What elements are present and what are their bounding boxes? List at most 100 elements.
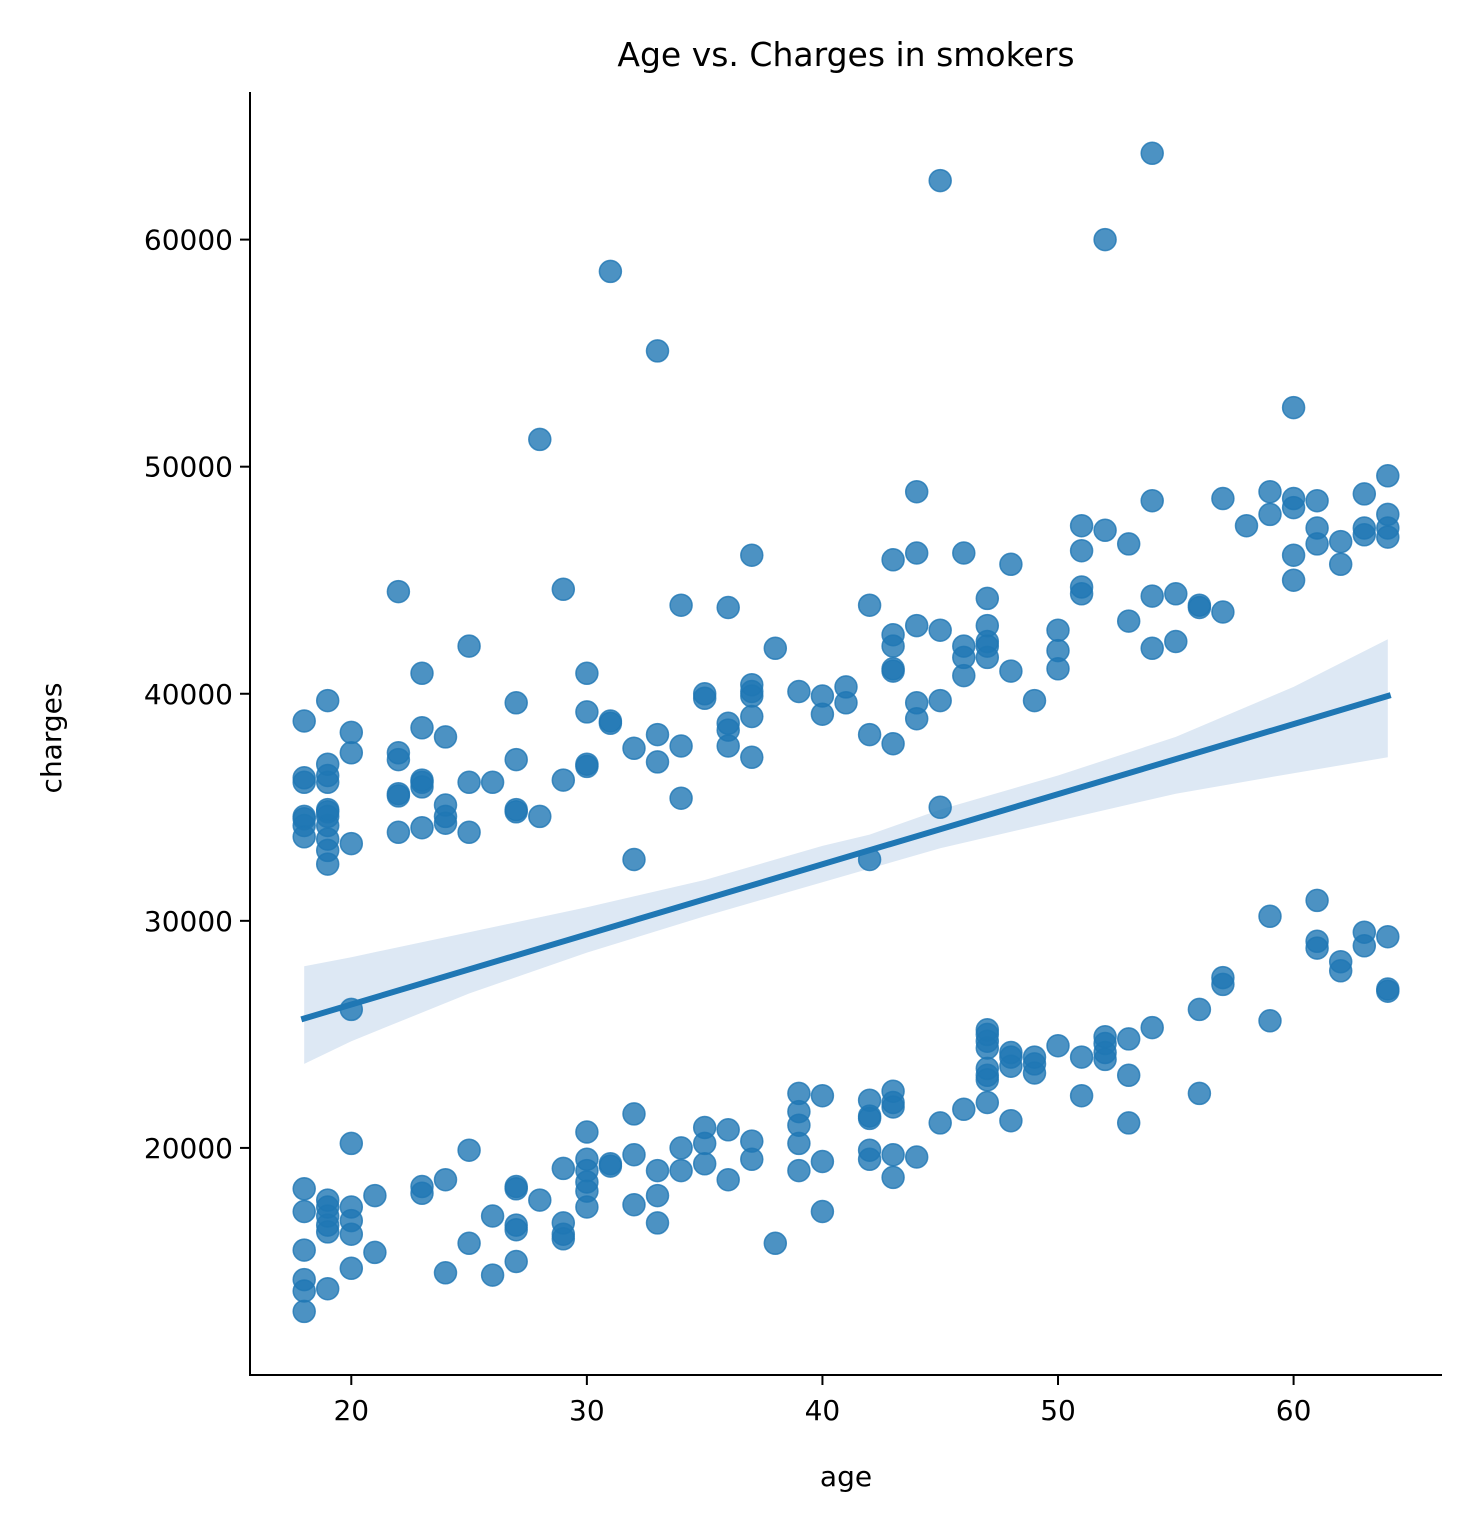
scatter-point — [1022, 688, 1047, 713]
scatter-point — [740, 704, 764, 729]
scatter-point — [999, 1108, 1023, 1133]
scatter-point — [1187, 1081, 1212, 1106]
scatter-point — [410, 768, 434, 792]
scatter-point — [763, 636, 788, 661]
scatter-point — [339, 1195, 364, 1219]
scatter-point — [1352, 482, 1377, 506]
scatter-point — [504, 1213, 528, 1237]
scatter-point — [787, 1081, 811, 1106]
scatter-point — [1305, 516, 1329, 540]
scatter-point — [575, 1120, 599, 1144]
scatter-point — [928, 168, 952, 193]
scatter-point — [1069, 513, 1094, 538]
scatter-point — [386, 781, 411, 806]
scatter-point — [810, 1149, 835, 1174]
scatter-point — [881, 1165, 905, 1190]
scatter-point — [315, 752, 340, 776]
scatter-point — [575, 1147, 599, 1172]
scatter-point — [857, 722, 882, 747]
scatter-point — [928, 795, 952, 820]
scatter-point — [952, 634, 976, 658]
scatter-point — [1140, 1015, 1164, 1040]
scatter-point — [904, 613, 929, 638]
scatter-point — [1164, 582, 1188, 606]
scatter-point — [928, 688, 952, 713]
scatter-point — [622, 736, 646, 761]
scatter-point — [575, 752, 599, 776]
y-axis-title: charges — [35, 683, 68, 794]
scatter-point — [881, 731, 905, 756]
scatter-point — [1046, 618, 1070, 642]
scatter-point — [975, 586, 1000, 611]
scatter-point — [834, 675, 858, 699]
scatter-point — [740, 672, 764, 697]
scatter-point — [433, 1261, 458, 1285]
scatter-point — [857, 593, 882, 617]
scatter-point — [692, 682, 717, 706]
scatter-point — [598, 709, 623, 733]
scatter-point — [881, 622, 905, 647]
scatter-point — [1305, 929, 1329, 954]
scatter-point — [457, 634, 481, 658]
scatter-point — [857, 1138, 882, 1162]
scatter-point — [504, 747, 528, 772]
scatter-point — [810, 1199, 835, 1224]
scatter-point — [787, 1158, 811, 1183]
scatter-point — [716, 595, 740, 620]
scatter-point — [315, 797, 340, 822]
scatter-point — [1234, 513, 1259, 538]
scatter-point — [1376, 464, 1400, 488]
scatter-point — [292, 1199, 316, 1224]
scatter-point — [410, 716, 434, 740]
scatter-point — [975, 1056, 1000, 1081]
scatter-point — [410, 1174, 434, 1199]
scatter-point — [999, 659, 1023, 683]
scatter-point — [1116, 609, 1141, 633]
scatter-point — [480, 1263, 505, 1287]
scatter-point — [504, 691, 528, 715]
scatter-point — [881, 548, 905, 572]
scatter-point — [292, 766, 316, 790]
scatter-point — [1116, 532, 1141, 556]
scatter-point — [810, 684, 835, 708]
scatter-point — [528, 804, 552, 829]
scatter-point — [716, 1118, 740, 1142]
scatter-point — [386, 741, 411, 765]
scatter-point — [292, 709, 316, 733]
scatter-point — [551, 577, 576, 602]
scatter-point — [433, 1167, 458, 1192]
scatter-point — [622, 847, 646, 872]
scatter-point — [975, 613, 1000, 638]
scatter-point — [669, 593, 693, 617]
scatter-point — [1376, 924, 1400, 949]
scatter-point — [645, 1183, 670, 1208]
scatter-point — [1281, 543, 1306, 567]
scatter-point — [622, 1142, 646, 1167]
scatter-point — [904, 541, 929, 565]
regression-line — [300, 692, 1392, 1023]
scatter-point — [810, 1083, 835, 1108]
scatter-point — [598, 1152, 623, 1176]
scatter-point — [480, 1204, 505, 1228]
scatter-point — [575, 661, 599, 686]
scatter-point — [1281, 568, 1306, 592]
x-tick-label: 50 — [1040, 1394, 1076, 1427]
scatter-point — [551, 768, 576, 792]
scatter-point — [339, 1131, 364, 1156]
scatter-point — [1328, 552, 1353, 577]
scatter-point — [1022, 1045, 1047, 1069]
scatter-point — [1093, 1024, 1117, 1049]
scatter-point — [1258, 502, 1282, 527]
scatter-points-layer — [292, 141, 1400, 1324]
scatter-point — [692, 1152, 717, 1176]
x-tick-label: 20 — [333, 1394, 369, 1427]
scatter-point — [881, 657, 905, 681]
scatter-point — [551, 1156, 576, 1181]
scatter-point — [1093, 518, 1117, 543]
scatter-point — [1069, 538, 1094, 563]
scatter-point — [528, 427, 552, 452]
confidence-band-layer — [304, 639, 1388, 1064]
scatter-point — [669, 786, 693, 810]
scatter-point — [433, 793, 458, 817]
